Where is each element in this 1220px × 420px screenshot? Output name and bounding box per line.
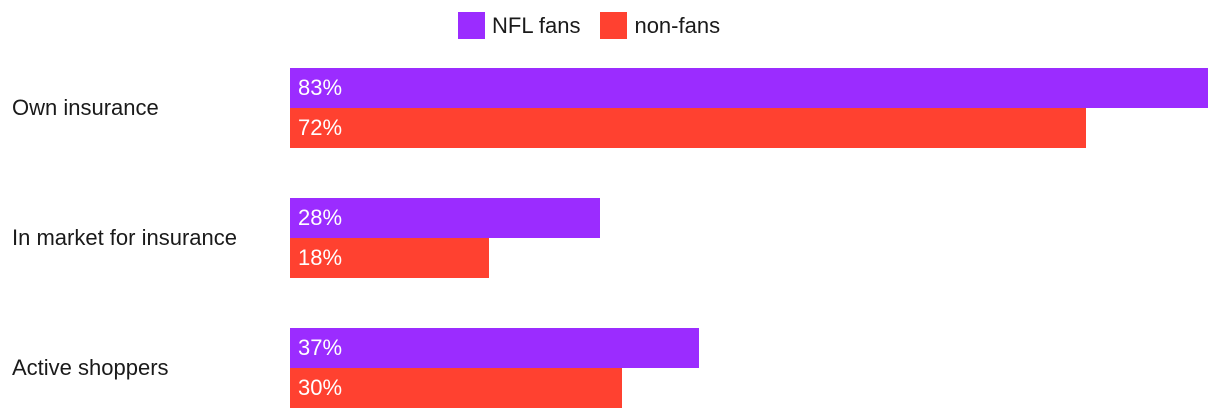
data-label-non-fans-own-insurance: 72% (298, 115, 343, 140)
data-label-non-fans-in-market-for-insurance: 18% (298, 245, 343, 270)
category-label-in-market-for-insurance: In market for insurance (12, 225, 237, 250)
legend-swatch-non-fans (600, 12, 628, 39)
category-label-own-insurance: Own insurance (12, 95, 159, 120)
bar-non-fans-active-shoppers: 30% (290, 368, 622, 408)
data-label-nfl-fans-own-insurance: 83% (298, 75, 343, 100)
legend-item-nfl-fans: NFL fans (458, 12, 580, 39)
bar-nfl-fans-active-shoppers: 37% (290, 328, 699, 368)
legend-label-non-fans: non-fans (634, 12, 721, 38)
legend-item-non-fans: non-fans (600, 12, 720, 39)
bar-non-fans-own-insurance: 72% (290, 108, 1086, 148)
legend: NFL fans non-fans (458, 12, 740, 39)
bar-nfl-fans-in-market-for-insurance: 28% (290, 198, 600, 238)
legend-label-nfl-fans: NFL fans (492, 12, 581, 38)
bar-nfl-fans-own-insurance: 83% (290, 68, 1208, 108)
data-label-non-fans-active-shoppers: 30% (298, 375, 343, 400)
category-label-active-shoppers: Active shoppers (12, 355, 169, 380)
bar-non-fans-in-market-for-insurance: 18% (290, 238, 489, 278)
data-label-nfl-fans-active-shoppers: 37% (298, 335, 343, 360)
data-label-nfl-fans-in-market-for-insurance: 28% (298, 205, 343, 230)
legend-swatch-nfl-fans (458, 12, 485, 39)
